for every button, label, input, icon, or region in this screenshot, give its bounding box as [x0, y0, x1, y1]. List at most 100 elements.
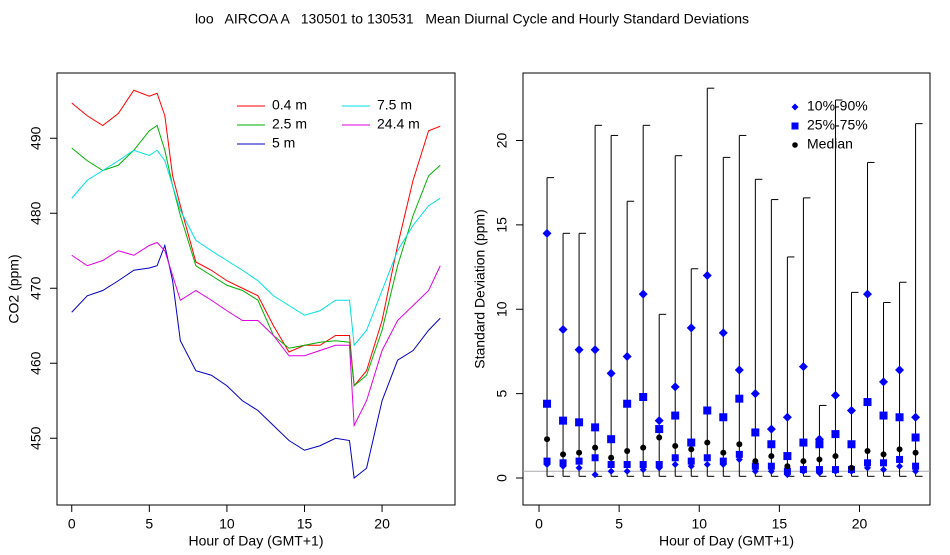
- data-line: [71, 89, 441, 388]
- plot-frame: [522, 72, 931, 506]
- marker-diamond: [718, 328, 728, 338]
- x-tick-label: 20: [852, 516, 868, 532]
- marker-circle: [832, 453, 839, 460]
- marker-diamond: [654, 416, 664, 426]
- marker-square: [783, 452, 792, 461]
- marker-square: [767, 440, 776, 449]
- marker-circle: [896, 446, 903, 453]
- chart-title: loo AIRCOA A 130501 to 130531 Mean Diurn…: [195, 11, 749, 27]
- marker-square: [575, 418, 584, 427]
- marker-circle: [784, 463, 791, 470]
- marker-circle: [544, 436, 551, 443]
- marker-circle: [640, 444, 647, 451]
- marker-square: [791, 122, 799, 130]
- marker-square: [591, 423, 600, 432]
- data-line: [71, 243, 441, 479]
- marker-circle: [656, 434, 663, 441]
- legend-label: 5 m: [272, 135, 295, 151]
- marker-square: [591, 454, 599, 462]
- data-line: [71, 241, 441, 428]
- marker-diamond: [575, 464, 583, 472]
- marker-square: [799, 466, 807, 474]
- marker-square: [831, 466, 839, 474]
- y-tick-label: 460: [28, 351, 44, 375]
- y-tick-label: 480: [28, 201, 44, 225]
- x-tick-label: 0: [535, 516, 543, 532]
- marker-circle: [848, 464, 855, 471]
- marker-square: [671, 411, 680, 420]
- marker-circle: [608, 454, 615, 461]
- marker-square: [655, 425, 664, 434]
- marker-circle: [880, 451, 887, 458]
- marker-square: [783, 467, 791, 475]
- marker-diamond: [670, 382, 680, 392]
- marker-circle: [736, 441, 743, 448]
- marker-diamond: [606, 368, 616, 378]
- marker-circle: [624, 448, 631, 454]
- marker-circle: [576, 449, 583, 456]
- x-tick-label: 15: [772, 516, 788, 532]
- marker-circle: [816, 456, 823, 463]
- marker-diamond: [702, 271, 712, 280]
- legend-label: Median: [807, 136, 853, 152]
- marker-square: [559, 459, 567, 467]
- marker-square: [559, 416, 568, 425]
- y-tick-label: 470: [28, 276, 44, 300]
- y-tick-label: 5: [494, 390, 510, 398]
- marker-diamond: [734, 365, 744, 375]
- marker-square: [815, 466, 823, 474]
- marker-square: [879, 411, 888, 420]
- marker-diamond: [686, 323, 696, 333]
- marker-circle: [792, 142, 798, 148]
- marker-diamond: [623, 467, 631, 475]
- legend-label: 7.5 m: [377, 97, 412, 113]
- x-tick-label: 10: [219, 516, 235, 532]
- y-tick-label: 15: [494, 217, 510, 233]
- marker-square: [864, 459, 872, 467]
- marker-diamond: [791, 103, 799, 111]
- marker-circle: [592, 444, 599, 451]
- x-tick-label: 15: [297, 516, 313, 532]
- marker-square: [863, 398, 872, 407]
- marker-square: [751, 428, 760, 437]
- marker-square: [735, 450, 743, 458]
- marker-square: [815, 440, 824, 449]
- legend-label: 24.4 m: [377, 116, 420, 132]
- x-axis-label: Hour of Day (GMT+1): [189, 533, 324, 549]
- legend-label: 0.4 m: [272, 97, 307, 113]
- marker-square: [639, 461, 647, 468]
- marker-diamond: [607, 467, 615, 475]
- data-line: [71, 124, 441, 387]
- marker-diamond: [766, 424, 776, 434]
- marker-circle: [864, 448, 871, 454]
- marker-diamond: [863, 289, 873, 299]
- marker-diamond: [750, 389, 760, 399]
- legend-label: 2.5 m: [272, 116, 307, 132]
- marker-square: [831, 430, 840, 439]
- legend-label: 25%-75%: [807, 117, 868, 133]
- x-axis-label: Hour of Day (GMT+1): [659, 533, 794, 549]
- x-tick-label: 5: [145, 516, 153, 532]
- marker-circle: [752, 458, 759, 465]
- marker-square: [607, 461, 615, 468]
- marker-diamond: [798, 362, 808, 372]
- marker-circle: [704, 439, 711, 446]
- marker-square: [655, 461, 663, 468]
- marker-square: [767, 462, 775, 470]
- marker-square: [623, 399, 632, 408]
- marker-circle: [560, 451, 567, 458]
- y-axis-label: CO2 (ppm): [6, 254, 22, 323]
- marker-diamond: [638, 289, 648, 299]
- marker-diamond: [896, 462, 904, 470]
- marker-diamond: [911, 412, 921, 422]
- marker-square: [639, 393, 648, 401]
- marker-square: [575, 457, 583, 465]
- marker-diamond: [622, 352, 632, 361]
- marker-square: [735, 394, 744, 403]
- marker-diamond: [782, 412, 792, 422]
- x-tick-label: 10: [691, 516, 707, 532]
- marker-square: [703, 406, 712, 415]
- marker-circle: [672, 442, 679, 449]
